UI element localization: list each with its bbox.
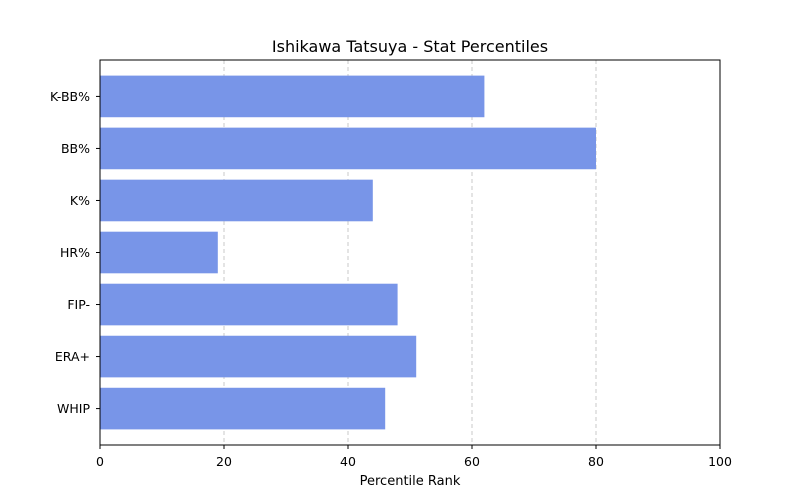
bar-k [100,179,373,222]
x-tick-label-100: 100 [708,454,732,469]
x-axis-label: Percentile Rank [360,474,461,489]
y-tick-label-whip: WHIP [57,401,90,416]
y-tick-label-hr: HR% [60,245,90,260]
x-tick-label-40: 40 [340,454,356,469]
bar-k-bb [100,75,485,118]
y-tick-label-era: ERA+ [55,349,90,364]
x-tick-label-20: 20 [216,454,232,469]
grid-lines [223,60,597,445]
x-tick-label-60: 60 [464,454,480,469]
x-axis: 0 20 40 60 80 100 [96,445,732,469]
y-tick-label-bb: BB% [61,141,90,156]
y-tick-label-k: K% [70,193,90,208]
x-tick-label-80: 80 [588,454,604,469]
x-tick-label-0: 0 [96,454,104,469]
y-tick-label-k-bb: K-BB% [50,89,90,104]
bar-era [100,335,417,378]
bar-bb [100,127,596,170]
bars [100,75,596,430]
bar-fip [100,283,398,326]
chart-title: Ishikawa Tatsuya - Stat Percentiles [272,37,548,56]
bar-hr [100,231,218,274]
y-tick-label-fip: FIP- [67,297,90,312]
y-axis: WHIP ERA+ FIP- HR% K% BB% K-BB% [50,89,100,416]
bar-whip [100,387,386,430]
